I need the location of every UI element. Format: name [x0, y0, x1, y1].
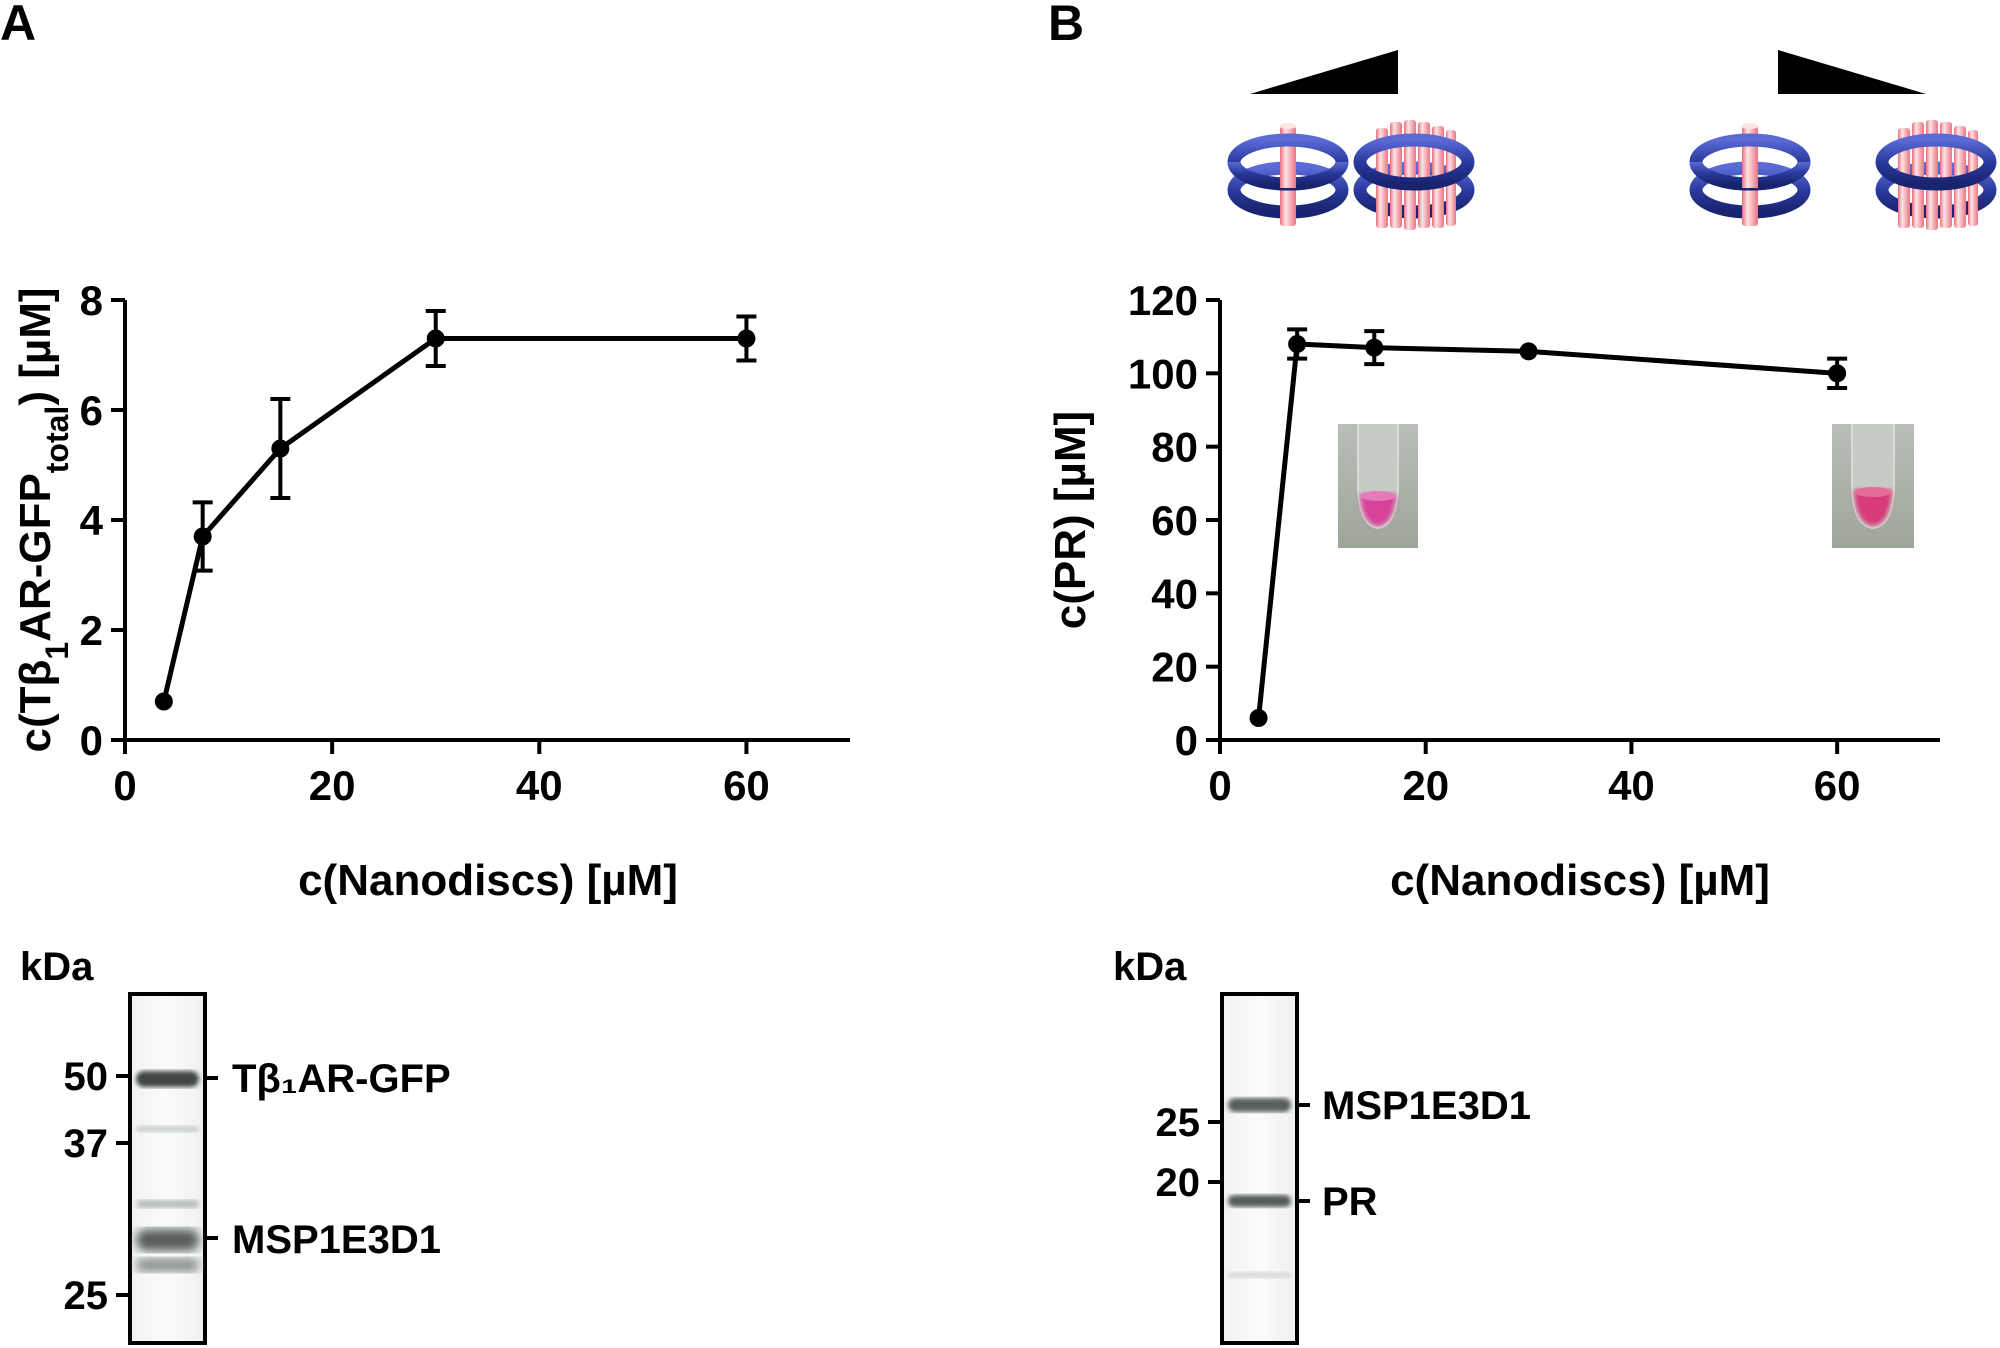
- chart-a-x-tick-label-2: 40: [516, 762, 563, 809]
- chart-b-y-tick-label-4: 80: [1151, 424, 1198, 471]
- chart-a-x-tick-label-1: 20: [309, 762, 356, 809]
- chart-a-x-tick-label-0: 0: [113, 762, 136, 809]
- gel-b: kDa 25 20 MSP1E3D1 PR: [1113, 945, 1531, 1345]
- decreasing-wedge: [1778, 50, 1926, 94]
- chart-b-x-axis-title: c(Nanodiscs) [µM]: [1390, 856, 1770, 905]
- gel-a-band-smear: [136, 1258, 199, 1272]
- nanodisc-single-protein-1: [1227, 123, 1349, 226]
- tube-photo-high: [1832, 424, 1914, 548]
- chart-a-point-3: [426, 329, 445, 348]
- chart-b-y-tick-label-2: 40: [1151, 570, 1198, 617]
- chart-b-ticks: 0 20 40 60 80 100 120 0 20 40 60: [1128, 277, 1861, 809]
- chart-b-y-axis-title: c(PR) [µM]: [1046, 411, 1095, 629]
- chart-a-point-1: [193, 527, 212, 546]
- chart-b-point-2: [1365, 338, 1384, 357]
- chart-b-x-tick-label-3: 60: [1814, 762, 1861, 809]
- chart-a-y-tick-label-2: 4: [80, 497, 104, 544]
- chart-b-x-tick-label-2: 40: [1608, 762, 1655, 809]
- chart-a-y-tick-label-4: 8: [80, 277, 103, 324]
- chart-b-y-tick-label-6: 120: [1128, 277, 1198, 324]
- gel-b-lane: [1220, 992, 1299, 1345]
- gel-b-unit-label: kDa: [1113, 945, 1187, 989]
- gel-a-band-lower: [136, 1229, 199, 1251]
- gel-b-marker-label-1: 20: [1156, 1161, 1201, 1205]
- gel-b-band-lower: [1228, 1195, 1291, 1207]
- panel-letter-a: A: [0, 0, 36, 51]
- gel-a-marker-label-0: 50: [64, 1055, 109, 1099]
- chart-b-point-0: [1249, 709, 1268, 727]
- chart-b-y-tick-label-5: 100: [1128, 350, 1198, 397]
- chart-b-x-tick-label-0: 0: [1208, 762, 1231, 809]
- gel-b-marker-label-0: 25: [1156, 1101, 1201, 1145]
- chart-b-y-tick-label-3: 60: [1151, 497, 1198, 544]
- gel-b-band-upper: [1228, 1098, 1291, 1112]
- panel-letter-b: B: [1048, 0, 1084, 51]
- tube-photo-low: [1338, 424, 1418, 548]
- chart-a-y-axis-title: c(Tβ1AR-GFPtotal) [µM]: [11, 287, 75, 752]
- chart-a-y-tick-label-1: 2: [80, 607, 103, 654]
- gel-b-band-faint: [1228, 1272, 1291, 1278]
- gel-a-marker-label-1: 37: [64, 1122, 109, 1166]
- chart-a-point-0: [154, 692, 173, 711]
- chart-b-y-tick-label-0: 0: [1175, 717, 1198, 764]
- chart-a-point-4: [737, 329, 756, 348]
- gel-a-band-label-1: Tβ₁AR-GFP: [232, 1057, 451, 1101]
- gel-a-band-label-2: MSP1E3D1: [232, 1218, 441, 1262]
- gel-a-band-faint2: [136, 1200, 199, 1208]
- gel-b-band-label-1: MSP1E3D1: [1322, 1084, 1531, 1128]
- chart-b-point-4: [1828, 364, 1847, 383]
- chart-a-x-axis-title: c(Nanodiscs) [µM]: [298, 856, 678, 905]
- chart-b: 0 20 40 60 80 100 120 0 20 40 60 c(Nanodiscs) [µM]…: [1046, 277, 1940, 905]
- gel-a-lane: [128, 992, 207, 1345]
- nanodisc-single-protein-2: [1689, 123, 1811, 226]
- gel-a-band-upper: [136, 1071, 199, 1087]
- chart-a-ticks: 0 2 4 6 8 0 20 40 60: [80, 277, 770, 809]
- gel-a-unit-label: kDa: [20, 945, 94, 989]
- chart-a-series: [154, 309, 757, 711]
- chart-a: 0 2 4 6 8 0 20 40 60 c(Nanodiscs) [µM] c(Tβ1AR-G…: [11, 277, 850, 905]
- gel-a-band-faint1: [136, 1126, 199, 1132]
- gel-a: kDa 50 37 25 Tβ₁AR-GFP MSP1E3D1: [20, 945, 451, 1345]
- chart-b-x-tick-label-1: 20: [1402, 762, 1449, 809]
- chart-a-x-tick-label-3: 60: [723, 762, 770, 809]
- chart-a-series-line: [161, 336, 747, 703]
- gel-b-band-label-2: PR: [1322, 1180, 1378, 1224]
- nanodisc-multi-protein-2: [1875, 120, 1997, 230]
- chart-a-y-tick-label-3: 6: [80, 387, 103, 434]
- increasing-wedge: [1250, 50, 1398, 94]
- chart-a-point-2: [271, 439, 290, 458]
- chart-b-point-3: [1519, 342, 1538, 361]
- chart-b-y-tick-label-1: 20: [1151, 644, 1198, 691]
- nanodisc-multi-protein-1: [1353, 120, 1475, 230]
- gel-a-marker-label-2: 25: [64, 1274, 109, 1318]
- chart-a-y-tick-label-0: 0: [80, 717, 103, 764]
- chart-b-series: [1249, 327, 1848, 727]
- chart-b-point-1: [1288, 335, 1307, 353]
